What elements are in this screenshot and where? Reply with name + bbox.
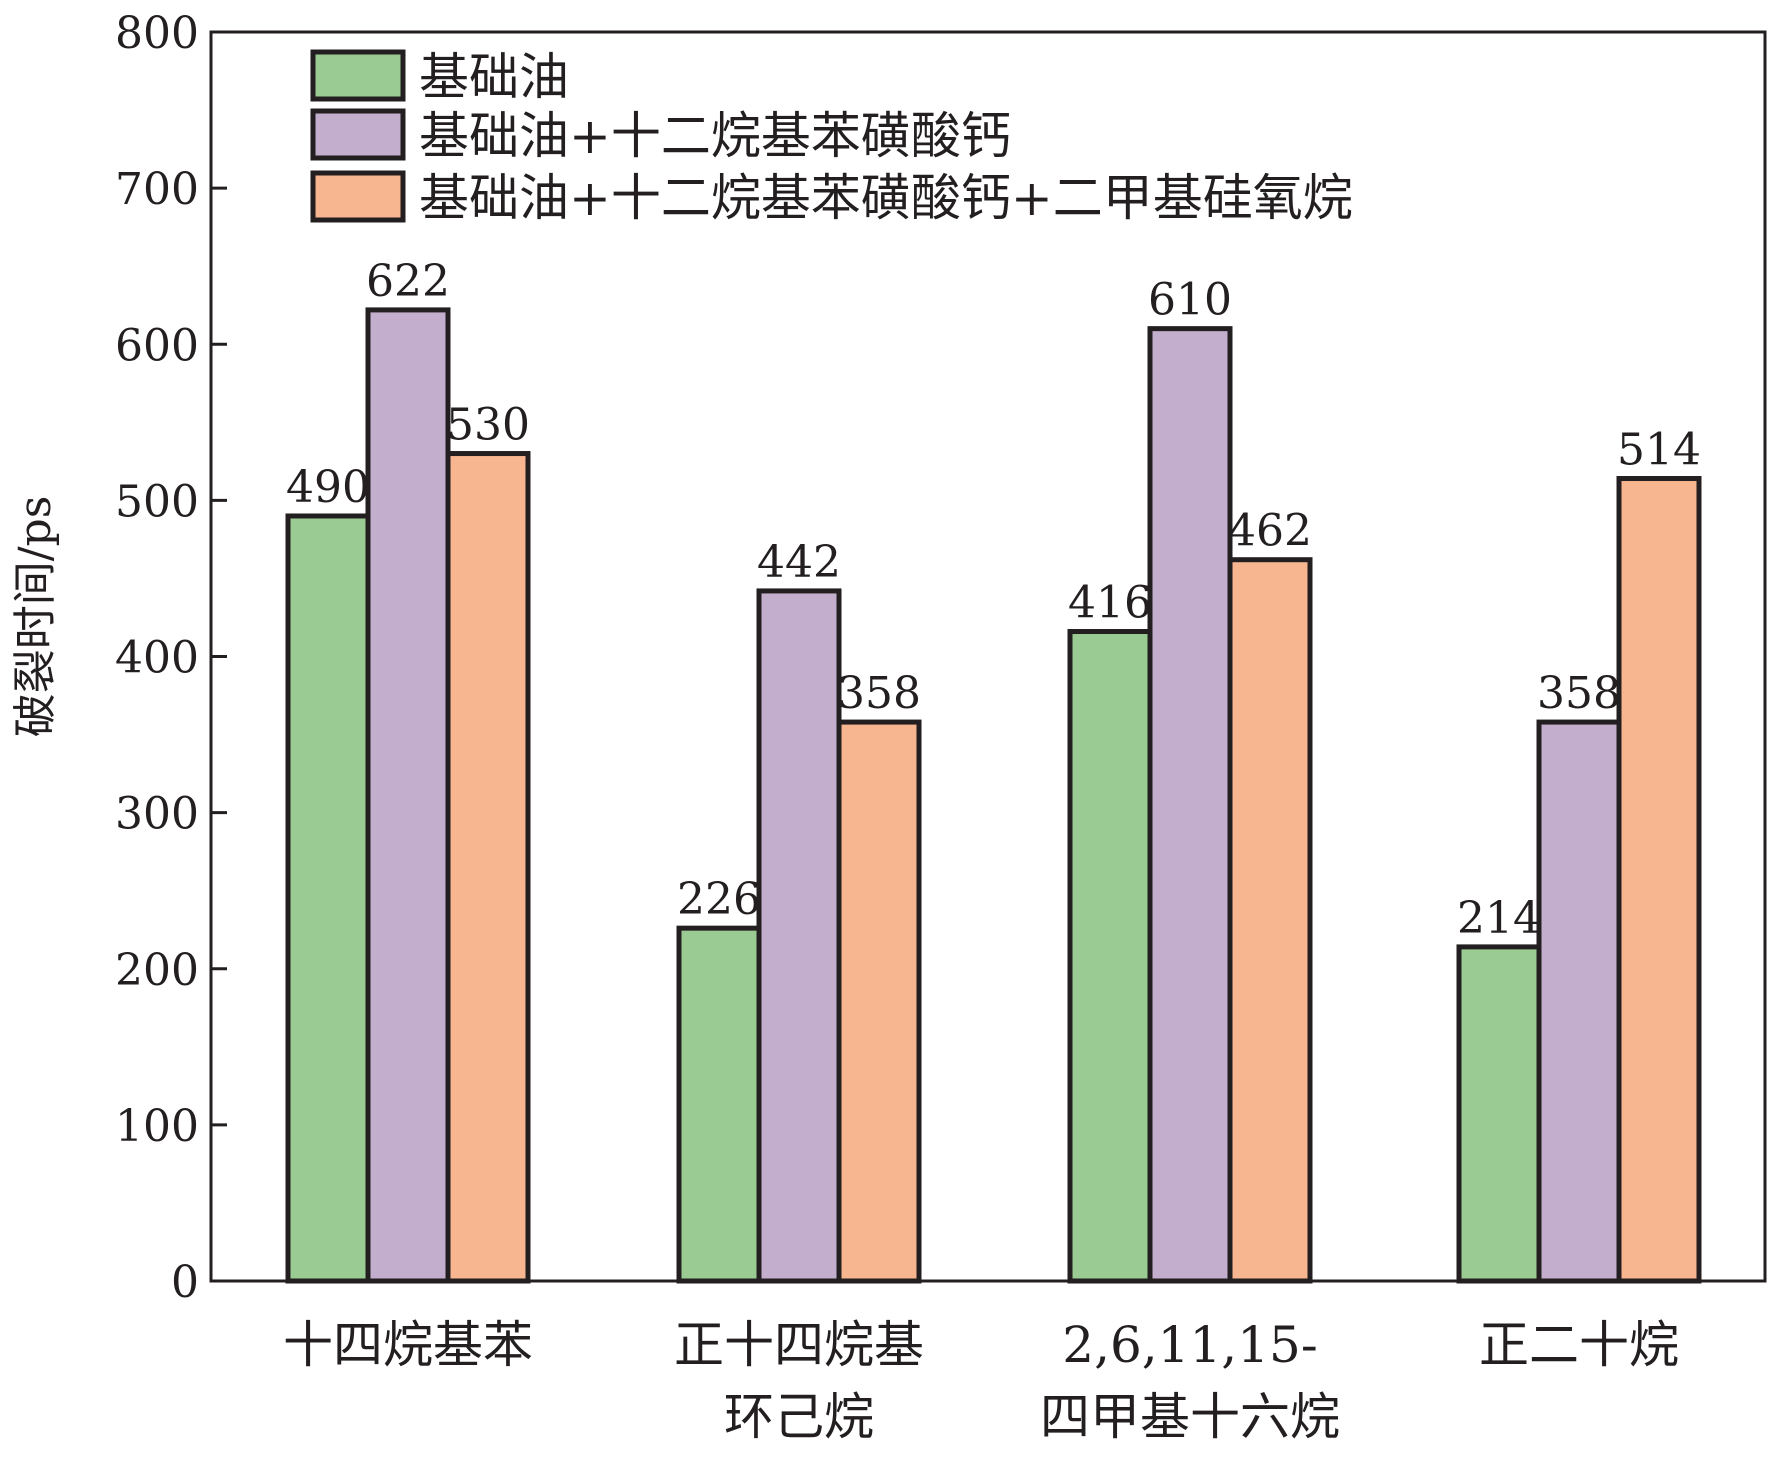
bar bbox=[1147, 326, 1233, 1284]
bar bbox=[676, 925, 762, 1284]
bar-value-label: 490 bbox=[286, 462, 370, 513]
bar bbox=[365, 307, 451, 1284]
y-axis-ticks: 0 100 200 300 400 500 600 700 800 bbox=[115, 8, 227, 1308]
legend-label: 基础油+十二烷基苯磺酸钙 bbox=[419, 107, 1011, 165]
bar bbox=[1067, 629, 1153, 1284]
y-tick-label: 700 bbox=[115, 164, 199, 215]
x-category-label: 十四烷基苯 bbox=[283, 1316, 533, 1374]
y-tick-label: 100 bbox=[115, 1101, 199, 1152]
y-tick-label: 200 bbox=[115, 945, 199, 996]
bar bbox=[756, 588, 842, 1284]
legend-label: 基础油 bbox=[419, 48, 569, 106]
bar bbox=[1616, 476, 1702, 1284]
bar bbox=[1456, 944, 1542, 1284]
legend-swatch bbox=[310, 108, 406, 161]
y-axis-title: 破裂时间/ps bbox=[10, 496, 61, 738]
bar bbox=[445, 451, 531, 1284]
data-labels: 490 622 530 226 442 358 416 610 462 214 358 514 bbox=[286, 256, 1701, 944]
x-category-label: 环己烷 bbox=[724, 1388, 874, 1446]
bar-value-label: 442 bbox=[757, 537, 841, 588]
bar bbox=[1536, 719, 1622, 1284]
bar bbox=[285, 513, 371, 1284]
legend-label: 基础油+十二烷基苯磺酸钙+二甲基硅氧烷 bbox=[419, 169, 1353, 227]
bar-value-label: 514 bbox=[1617, 425, 1701, 476]
y-tick-label: 600 bbox=[115, 320, 199, 371]
bars bbox=[285, 307, 1702, 1284]
x-category-label: 正十四烷基 bbox=[674, 1316, 924, 1374]
bar-value-label: 226 bbox=[677, 874, 761, 925]
bar-value-label: 530 bbox=[446, 400, 530, 451]
bar-value-label: 358 bbox=[837, 668, 921, 719]
y-tick-label: 300 bbox=[115, 789, 199, 840]
bar-value-label: 416 bbox=[1068, 578, 1152, 629]
bar-value-label: 214 bbox=[1457, 893, 1541, 944]
x-category-label: 四甲基十六烷 bbox=[1040, 1388, 1340, 1446]
bar-value-label: 358 bbox=[1537, 668, 1621, 719]
bar-value-label: 610 bbox=[1148, 275, 1232, 326]
bar-value-label: 622 bbox=[366, 256, 450, 307]
bar bbox=[1227, 557, 1313, 1284]
y-tick-label: 500 bbox=[115, 476, 199, 527]
x-category-label: 2,6,11,15- bbox=[1062, 1316, 1317, 1374]
y-tick-label: 800 bbox=[115, 8, 199, 59]
legend-swatch bbox=[310, 170, 406, 223]
x-category-label: 正二十烷 bbox=[1479, 1316, 1679, 1374]
y-tick-label: 0 bbox=[171, 1257, 199, 1308]
bar bbox=[836, 719, 922, 1284]
bar-value-label: 462 bbox=[1228, 506, 1312, 557]
y-tick-label: 400 bbox=[115, 633, 199, 684]
legend-swatch bbox=[310, 49, 406, 102]
